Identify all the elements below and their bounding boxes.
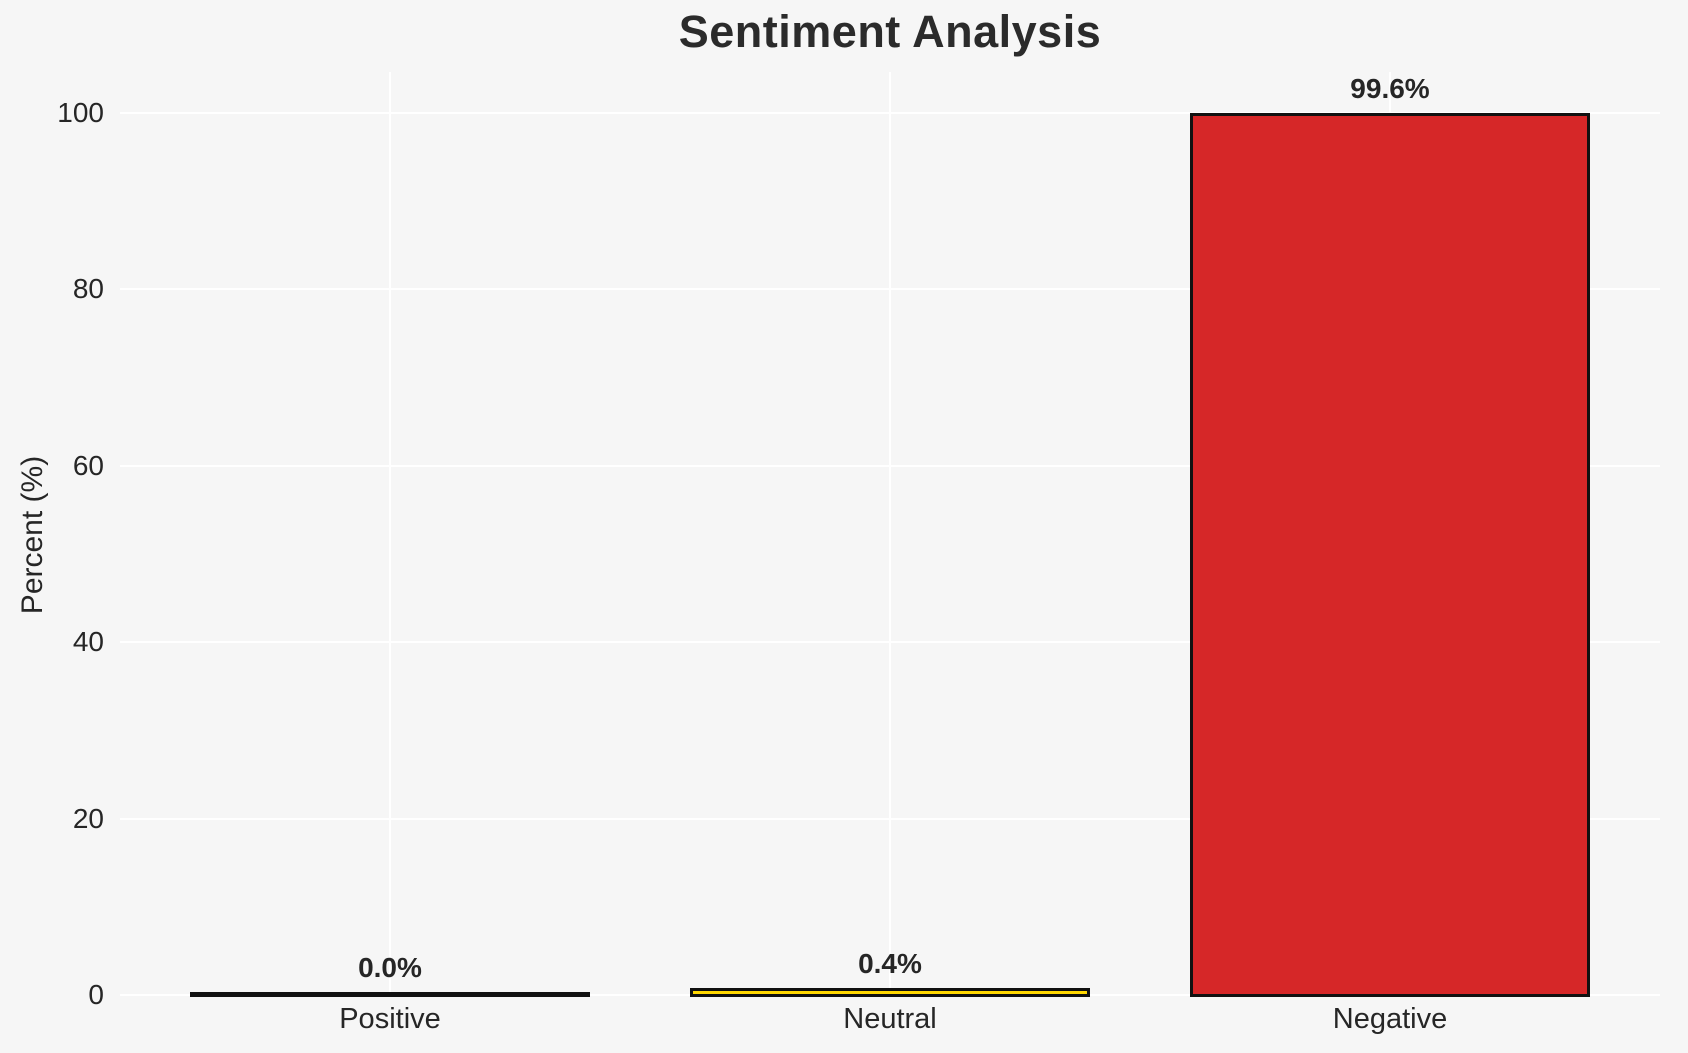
bar-negative <box>1190 113 1590 997</box>
bar-positive <box>190 992 590 997</box>
bar-neutral <box>690 988 1090 997</box>
vertical-gridline <box>889 72 891 995</box>
y-tick-label: 0 <box>88 979 104 1010</box>
y-tick-label: 20 <box>72 802 104 834</box>
y-tick-label: 80 <box>72 273 104 305</box>
bar-value-label: 99.6% <box>1350 73 1430 105</box>
bar-value-label: 0.4% <box>858 948 922 980</box>
plot-area: 0.0% 0.4% 99.6% <box>120 72 1660 997</box>
chart-title: Sentiment Analysis <box>678 6 1102 57</box>
vertical-gridline <box>389 72 391 995</box>
y-tick-label: 100 <box>57 96 104 128</box>
x-tick-label: Positive <box>339 1003 441 1035</box>
bar-value-label: 0.0% <box>358 952 422 983</box>
y-tick-label: 60 <box>72 449 104 481</box>
y-tick-label: 40 <box>72 626 104 658</box>
x-tick-label: Neutral <box>843 1003 937 1035</box>
x-tick-label: Negative <box>1332 1003 1448 1035</box>
